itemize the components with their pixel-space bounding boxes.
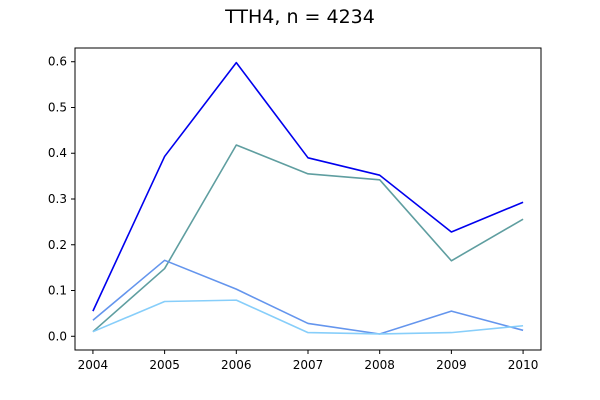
series-line-3	[92, 259, 524, 335]
y-axis: 0.0 0.1 0.2 0.3 0.4 0.5 0.6	[48, 55, 75, 343]
series-line-1	[92, 61, 524, 312]
x-tick-label: 2004	[78, 358, 109, 372]
y-tick-label: 0.2	[48, 238, 67, 252]
series-line-2	[92, 144, 524, 333]
chart-title: TTH4, n = 4234	[224, 6, 375, 28]
y-tick-label: 0.3	[48, 192, 67, 206]
x-tick-label: 2006	[221, 358, 252, 372]
x-tick-label: 2007	[293, 358, 324, 372]
y-tick-label: 0.5	[48, 100, 67, 114]
y-tick-label: 0.4	[48, 146, 67, 160]
y-tick-label: 0.1	[48, 284, 67, 298]
x-tick-label: 2010	[508, 358, 539, 372]
series-line-4	[92, 299, 524, 335]
x-tick-label: 2009	[436, 358, 467, 372]
series-layer	[92, 61, 524, 335]
x-tick-label: 2005	[149, 358, 180, 372]
y-tick-label: 0.6	[48, 55, 67, 69]
y-tick-label: 0.0	[48, 329, 67, 343]
x-tick-label: 2008	[364, 358, 395, 372]
x-axis: 2004 2005 2006 2007 2008 2009 2010	[78, 350, 539, 372]
